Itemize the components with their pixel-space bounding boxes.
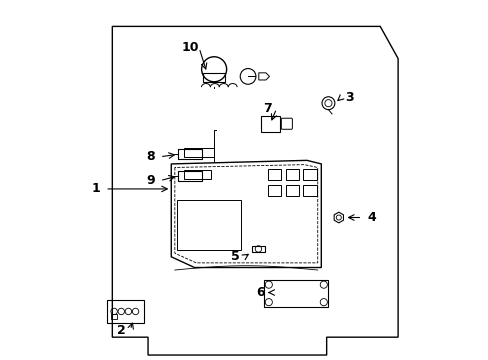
Bar [176,200,241,249]
Text: 5: 5 [231,250,240,263]
Bar [111,314,117,319]
Text: 10: 10 [181,41,199,54]
Bar [260,116,280,132]
Bar [267,185,281,196]
Text: 3: 3 [345,91,353,104]
Bar [303,185,316,196]
Bar [183,148,214,157]
Bar [285,169,299,180]
Bar [267,169,281,180]
Text: 2: 2 [117,324,125,337]
Bar [303,169,316,180]
Text: 4: 4 [366,211,375,224]
Bar [178,149,201,159]
Bar [203,73,224,82]
Text: 1: 1 [92,183,101,195]
Bar [183,170,210,179]
Text: 7: 7 [263,102,271,115]
Bar [251,246,264,252]
Bar [285,185,299,196]
Bar [107,300,144,323]
Bar [178,171,201,181]
Text: 6: 6 [256,286,264,299]
Bar [264,280,328,307]
Text: 9: 9 [146,174,155,187]
Text: 8: 8 [146,150,155,163]
